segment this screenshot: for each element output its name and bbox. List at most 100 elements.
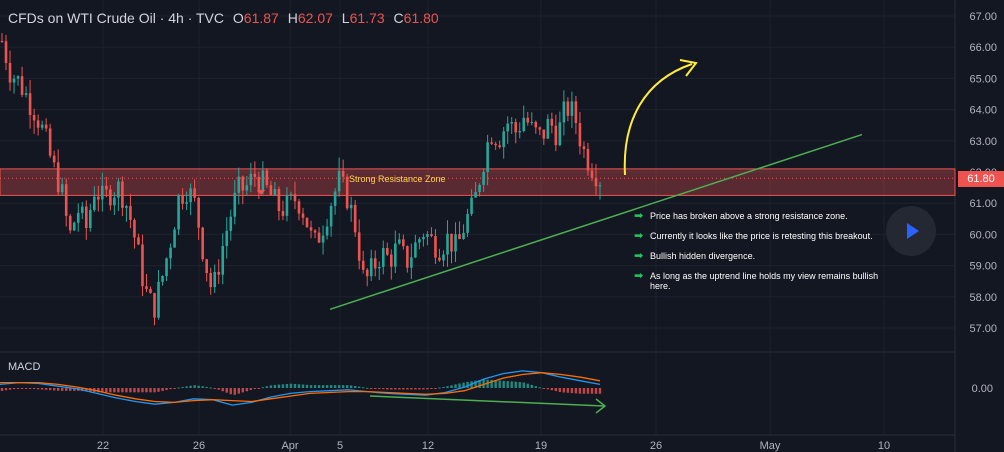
close-value: 61.80 <box>403 10 439 26</box>
macd-histogram-bar <box>305 384 309 388</box>
candle-body <box>598 185 602 187</box>
low-label: L <box>341 10 350 26</box>
macd-histogram-bar <box>426 388 429 390</box>
candle-body <box>4 41 8 64</box>
macd-histogram-bar <box>193 385 196 388</box>
macd-histogram-bar <box>133 388 136 393</box>
macd-histogram-bar <box>574 388 578 394</box>
macd-histogram-bar <box>454 384 457 388</box>
macd-histogram-bar <box>590 388 594 394</box>
candle-body <box>117 181 120 198</box>
note-text: Price has broken above a strong resistan… <box>650 211 848 221</box>
macd-histogram-bar <box>394 388 397 390</box>
candle-body <box>550 118 554 126</box>
macd-histogram-bar <box>113 388 116 393</box>
candle-body <box>12 78 16 83</box>
candle-body <box>305 217 309 228</box>
candle-body <box>101 185 104 200</box>
candle-body <box>56 162 60 193</box>
candle-body <box>121 181 124 208</box>
candle-body <box>93 196 96 210</box>
macd-histogram-bar <box>582 388 586 394</box>
candle-body <box>333 191 337 206</box>
uptrend-line <box>329 133 863 310</box>
macd-histogram-bar <box>390 388 393 390</box>
macd-histogram-bar <box>446 386 449 388</box>
macd-histogram-bar <box>542 388 546 389</box>
candlestick-series <box>0 33 602 326</box>
macd-histogram-bar <box>502 380 505 388</box>
candle-body <box>498 145 501 148</box>
candle-body <box>105 185 108 190</box>
price-tick-label: 60.00 <box>969 229 997 241</box>
candle-body <box>574 101 578 124</box>
macd-histogram-bar <box>506 381 509 388</box>
macd-histogram-bar <box>550 388 554 391</box>
candle-body <box>329 205 333 227</box>
candle-body <box>201 227 204 260</box>
candle-body <box>418 239 421 243</box>
candle-body <box>97 196 100 200</box>
candle-body <box>141 244 144 287</box>
candle-body <box>193 188 196 198</box>
candle-body <box>8 63 12 83</box>
candle-body <box>28 93 32 115</box>
macd-histogram-bar <box>366 387 369 389</box>
macd-histogram-bar <box>189 385 192 388</box>
macd-histogram-bar <box>534 386 537 388</box>
candle-body <box>566 101 570 116</box>
candle-body <box>377 266 381 269</box>
macd-histogram-bar <box>229 388 232 395</box>
macd-histogram-bar <box>430 388 433 389</box>
candle-body <box>165 258 168 276</box>
macd-histogram-bar <box>554 388 558 392</box>
candle-body <box>257 176 261 193</box>
candle-body <box>526 117 530 123</box>
candle-body <box>506 123 509 132</box>
chart-header: CFDs on WTI Crude Oil · 4h · TVC O61.87 … <box>8 10 439 26</box>
macd-histogram-bar <box>313 385 317 388</box>
candle-body <box>478 184 481 192</box>
candle-body <box>309 227 313 231</box>
price-tick-label: 64.00 <box>969 105 997 117</box>
candle-body <box>317 232 321 243</box>
macd-histogram-bar <box>181 386 184 388</box>
time-tick-label: 10 <box>878 440 890 452</box>
macd-histogram-bar <box>438 387 441 389</box>
macd-histogram-bar <box>514 381 517 388</box>
candle-body <box>80 206 84 213</box>
macd-histogram-bar <box>297 384 301 388</box>
macd-histogram-bar <box>109 388 112 393</box>
macd-histogram-bar <box>510 381 513 388</box>
candle-body <box>189 188 192 203</box>
candle-body <box>341 170 345 177</box>
candle-body <box>558 122 562 146</box>
note-item: ➡ Currently it looks like the price is re… <box>634 231 934 242</box>
macd-histogram-bar <box>418 388 421 390</box>
candle-body <box>0 40 4 42</box>
candle-body <box>145 286 148 289</box>
open-value: 61.87 <box>243 10 279 26</box>
annotations <box>257 59 863 414</box>
analysis-notes: ➡ Price has broken above a strong resista… <box>634 211 934 300</box>
macd-histogram-bar <box>402 388 405 390</box>
candle-body <box>245 185 249 191</box>
macd-histogram-bar <box>374 388 377 389</box>
candle-body <box>181 194 184 204</box>
macd-histogram-bar <box>48 388 52 391</box>
time-tick-label: 5 <box>337 440 343 452</box>
macd-histogram-bar <box>8 388 12 390</box>
candle-body <box>161 275 164 282</box>
candle-body <box>398 239 401 244</box>
candle-body <box>113 197 116 206</box>
macd-histogram-bar <box>105 388 108 393</box>
macd-histogram-bar <box>201 386 204 388</box>
macd-pane <box>0 370 602 406</box>
projection-arrow <box>623 63 693 176</box>
play-button[interactable] <box>886 206 936 256</box>
time-tick-label: 22 <box>97 440 109 452</box>
macd-histogram-bar <box>44 388 48 390</box>
candle-body <box>470 197 473 214</box>
candle-body <box>381 247 385 267</box>
